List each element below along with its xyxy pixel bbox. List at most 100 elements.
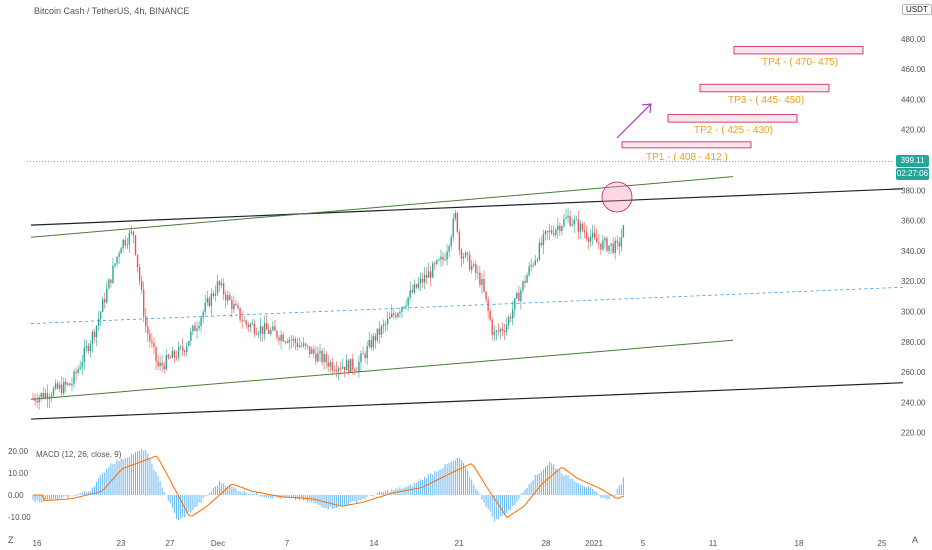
macd-histogram-bar xyxy=(141,448,143,495)
candle-body xyxy=(323,354,325,363)
macd-histogram-bar xyxy=(36,495,38,501)
candle-body xyxy=(132,231,135,236)
macd-histogram-bar xyxy=(219,480,221,495)
candle-body xyxy=(225,294,227,301)
macd-histogram-bar xyxy=(266,495,268,498)
symbol-title[interactable]: Bitcoin Cash / TetherUS, 4h, BINANCE xyxy=(34,6,190,16)
candle-body xyxy=(466,252,469,255)
time-axis-tick: 14 xyxy=(370,539,379,548)
candle-body xyxy=(339,368,342,370)
macd-histogram-bar xyxy=(430,473,432,495)
candle-body xyxy=(284,341,286,343)
candle-body xyxy=(140,280,143,290)
macd-histogram-bar xyxy=(268,495,270,498)
macd-histogram-bar xyxy=(590,487,592,495)
macd-histogram-bar xyxy=(553,464,555,495)
macd-histogram-bar xyxy=(583,486,585,495)
candle-body xyxy=(495,330,497,333)
candle-body xyxy=(485,291,487,300)
macd-histogram-bar xyxy=(473,484,475,495)
macd-histogram-bar xyxy=(565,474,567,495)
candle-body xyxy=(216,281,219,294)
macd-histogram-bar xyxy=(606,495,608,500)
macd-histogram-bar xyxy=(288,495,290,498)
candle-body xyxy=(38,397,40,403)
candle-body xyxy=(395,315,397,318)
candle-body xyxy=(555,229,557,235)
target-zone-tp3 xyxy=(699,83,830,93)
candle-body xyxy=(450,236,452,246)
macd-histogram-bar xyxy=(233,487,235,495)
candle-body xyxy=(165,354,167,370)
candle-body xyxy=(73,371,75,384)
candle-body xyxy=(581,223,584,231)
macd-histogram-bar xyxy=(91,487,93,495)
macd-histogram-bar xyxy=(48,495,50,500)
macd-histogram-bar xyxy=(331,495,333,509)
macd-histogram-bar xyxy=(598,494,600,495)
time-axis-tick: 23 xyxy=(117,539,126,548)
bar-countdown-tag: 02:27:06 xyxy=(896,168,929,180)
candle-body xyxy=(63,381,65,394)
candle-body xyxy=(591,232,594,238)
macd-histogram-bar xyxy=(94,486,95,495)
macd-histogram-bar xyxy=(241,492,243,495)
macd-histogram-bar xyxy=(40,495,42,503)
candle-body xyxy=(464,252,467,257)
macd-histogram-bar xyxy=(200,495,202,503)
macd-histogram-bar xyxy=(67,495,69,499)
candle-body xyxy=(313,349,315,354)
candle-body xyxy=(167,354,169,358)
macd-indicator-label[interactable]: MACD (12, 26, close, 9) xyxy=(36,450,122,459)
candle-body xyxy=(186,345,188,352)
candle-body xyxy=(128,232,131,245)
macd-histogram-bar xyxy=(132,454,134,495)
candle-body xyxy=(67,383,69,385)
macd-histogram-bar xyxy=(301,495,303,499)
candle-body xyxy=(120,248,122,254)
candle-body xyxy=(91,331,94,344)
candle-body xyxy=(61,384,63,394)
candle-body xyxy=(436,260,438,264)
macd-histogram-bar xyxy=(243,490,245,495)
candle-body xyxy=(460,249,463,259)
macd-histogram-bar xyxy=(143,450,145,495)
candle-body xyxy=(386,318,389,324)
candle-body xyxy=(331,362,333,371)
candle-body xyxy=(446,251,448,260)
candle-body xyxy=(169,357,172,359)
macd-histogram-bar xyxy=(520,493,522,495)
macd-histogram-bar xyxy=(501,495,503,516)
macd-histogram-bar xyxy=(399,487,401,495)
candle-body xyxy=(362,353,364,355)
candle-body xyxy=(192,325,194,332)
macd-histogram-bar xyxy=(79,493,81,495)
macd-histogram-bar xyxy=(354,495,356,502)
macd-histogram-bar xyxy=(198,495,200,503)
macd-histogram-bar xyxy=(145,450,147,495)
candle-body xyxy=(184,350,186,352)
macd-histogram-bar xyxy=(340,495,341,506)
macd-histogram-bar xyxy=(249,493,251,495)
macd-histogram-bar xyxy=(272,495,274,499)
macd-histogram-bar xyxy=(229,485,231,495)
macd-histogram-bar xyxy=(528,484,530,495)
candle-body xyxy=(157,361,159,367)
macd-histogram-bar xyxy=(440,469,442,495)
candle-body xyxy=(161,362,163,366)
candle-body xyxy=(296,342,299,347)
candle-body xyxy=(540,242,543,246)
candle-body xyxy=(462,256,465,259)
candle-body xyxy=(190,331,192,341)
candle-body xyxy=(427,271,430,278)
currency-badge[interactable]: USDT xyxy=(902,4,932,15)
candle-body xyxy=(589,237,592,242)
macd-histogram-bar xyxy=(53,495,54,499)
auto-scale-badge[interactable]: A xyxy=(912,535,919,545)
timezone-badge[interactable]: Z xyxy=(8,535,14,545)
candle-body xyxy=(276,330,278,338)
macd-histogram-bar xyxy=(227,486,229,495)
candle-body xyxy=(374,335,377,341)
macd-histogram-bar xyxy=(124,458,126,495)
